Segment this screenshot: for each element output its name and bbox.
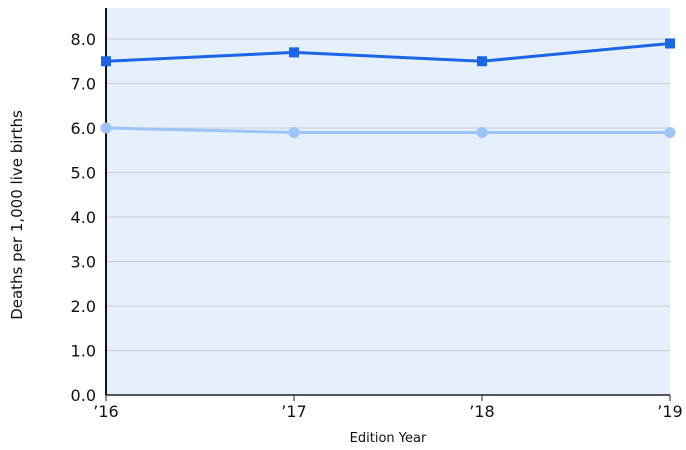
y-axis-title: Deaths per 1,000 live births (8, 110, 26, 320)
data-point (288, 126, 300, 138)
y-tick-label: 0.0 (71, 386, 96, 405)
x-tick-label: ’18 (469, 402, 494, 421)
data-point (477, 56, 487, 67)
x-tick-label: ’19 (657, 402, 682, 421)
x-axis-title: Edition Year (350, 431, 427, 446)
series-line (105, 41, 671, 63)
y-tick-label: 2.0 (71, 297, 96, 316)
plot-background (106, 8, 670, 395)
y-tick-label: 3.0 (71, 253, 96, 272)
y-tick-label: 4.0 (71, 208, 96, 227)
data-point (101, 56, 111, 67)
y-tick-label: 8.0 (71, 30, 96, 49)
data-point (100, 122, 112, 134)
data-point (289, 47, 299, 58)
data-point (664, 126, 676, 138)
y-tick-label: 5.0 (71, 164, 96, 183)
data-point (665, 38, 675, 49)
series-group (100, 38, 676, 138)
gridlines (106, 38, 670, 351)
x-tick-label: ’16 (93, 402, 118, 421)
y-tick-label: 6.0 (71, 119, 96, 138)
y-tick-label: 1.0 (71, 342, 96, 361)
data-point (476, 126, 488, 138)
x-tick-label: ’17 (281, 402, 306, 421)
y-tick-label: 7.0 (71, 75, 96, 94)
y-axis-ticks: 0.0 1.0 2.0 3.0 4.0 5.0 6.0 7.0 8.0 (71, 30, 96, 405)
x-axis-ticks: ’16 ’17 ’18 ’19 (93, 395, 683, 421)
series-line (105, 126, 670, 134)
